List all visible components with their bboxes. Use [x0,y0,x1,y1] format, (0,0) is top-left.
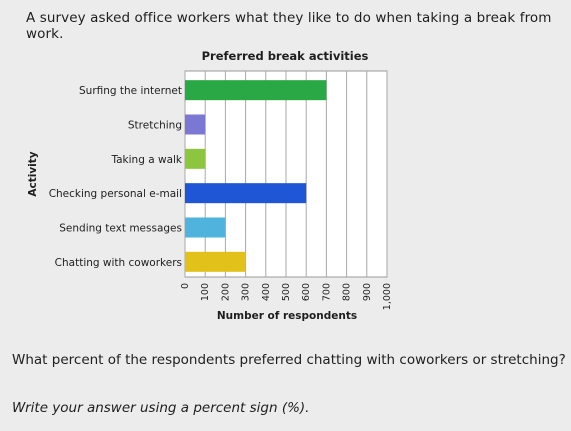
y-axis-label: Activity [27,151,39,196]
bar [185,80,327,101]
bar [185,251,246,272]
chart-grid [184,70,388,278]
x-tick-label: 400 [261,283,272,301]
x-tick-label: 500 [281,283,292,301]
category-label: Stretching [128,120,182,132]
x-axis-label: Number of respondents [217,310,357,322]
x-tick-labels: 0 100 200 300 400 500 600 700 800 900 1,000 [180,283,393,310]
bar [185,183,307,204]
chart-title: Preferred break activities [202,49,369,63]
x-tick-label: 900 [362,283,373,301]
bar [185,148,206,169]
x-tick-label: 300 [241,283,252,301]
bar [185,114,206,135]
category-label: Checking personal e-mail [49,188,182,200]
x-tick-label: 700 [321,283,332,301]
x-tick-label: 100 [200,283,211,301]
category-label: Sending text messages [59,223,182,235]
x-tick-label: 600 [301,283,312,301]
x-tick-label: 800 [342,283,353,301]
x-tick-label: 1,000 [382,283,393,310]
question-text: A survey asked office workers what they … [26,10,552,42]
category-label: Chatting with coworkers [55,257,182,269]
category-labels: Surfing the internet Stretching Taking a w… [49,85,183,269]
category-label: Surfing the internet [79,85,182,97]
x-tick-label: 0 [180,283,191,289]
bars [185,80,327,272]
bar-chart: Preferred break activities Surfing the i… [27,49,393,322]
followup-question: What percent of the respondents preferre… [12,352,566,368]
answer-instruction: Write your answer using a percent sign (… [12,400,310,416]
x-tick-label: 200 [220,283,231,301]
bar [185,217,226,238]
category-label: Taking a walk [110,154,182,166]
